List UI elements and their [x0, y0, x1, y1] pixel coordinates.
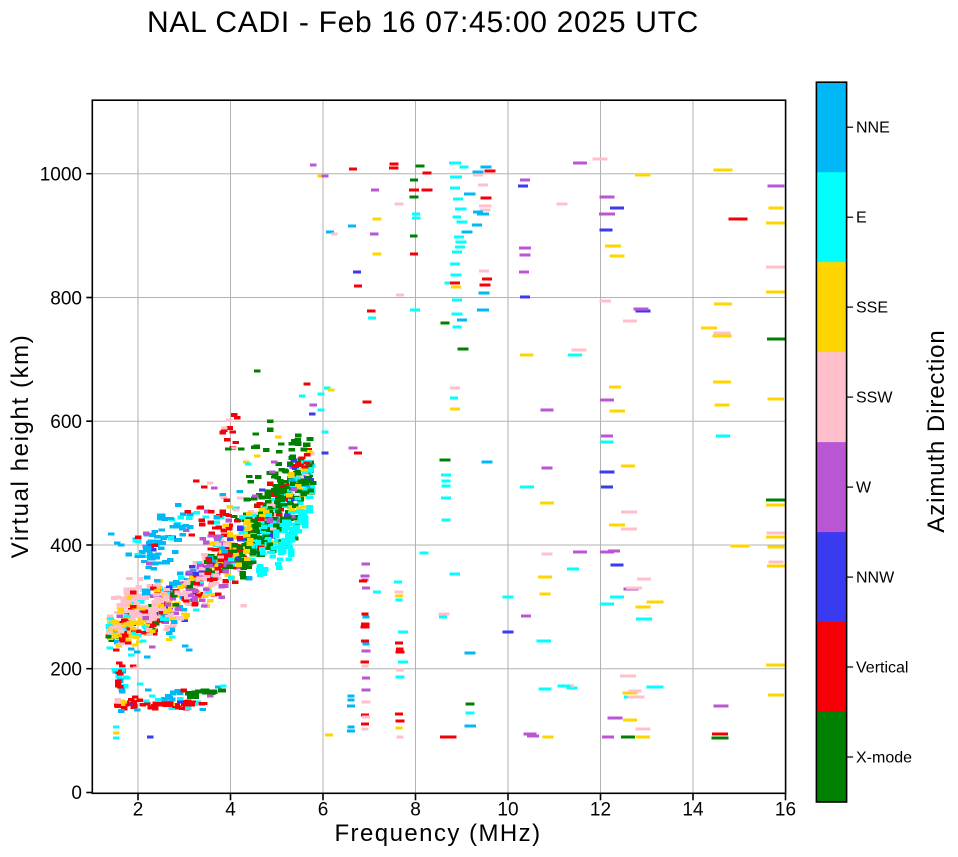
svg-text:SSW: SSW [856, 390, 893, 407]
svg-text:2: 2 [133, 800, 144, 821]
svg-text:W: W [856, 480, 872, 497]
svg-text:14: 14 [682, 800, 704, 821]
svg-text:NNE: NNE [856, 120, 890, 137]
svg-text:1000: 1000 [40, 165, 82, 186]
svg-text:600: 600 [50, 412, 82, 433]
svg-text:E: E [856, 210, 867, 227]
svg-text:SSE: SSE [856, 300, 888, 317]
svg-text:NAL CADI - Feb 16 07:45:00 202: NAL CADI - Feb 16 07:45:00 2025 UTC [147, 6, 699, 39]
svg-text:12: 12 [590, 800, 611, 821]
svg-text:10: 10 [497, 800, 518, 821]
svg-text:200: 200 [50, 660, 82, 681]
svg-text:16: 16 [775, 800, 796, 821]
svg-text:400: 400 [50, 536, 82, 557]
svg-text:NNW: NNW [856, 570, 895, 587]
svg-text:4: 4 [225, 800, 236, 821]
svg-text:6: 6 [318, 800, 329, 821]
svg-text:X-mode: X-mode [856, 750, 912, 767]
svg-text:Frequency (MHz): Frequency (MHz) [334, 820, 541, 847]
svg-text:8: 8 [410, 800, 421, 821]
svg-text:0: 0 [71, 783, 82, 804]
svg-text:Azimuth Direction: Azimuth Direction [923, 329, 950, 532]
svg-text:800: 800 [50, 288, 82, 309]
svg-text:Vertical: Vertical [856, 660, 908, 677]
svg-text:Virtual height (km): Virtual height (km) [7, 334, 34, 559]
